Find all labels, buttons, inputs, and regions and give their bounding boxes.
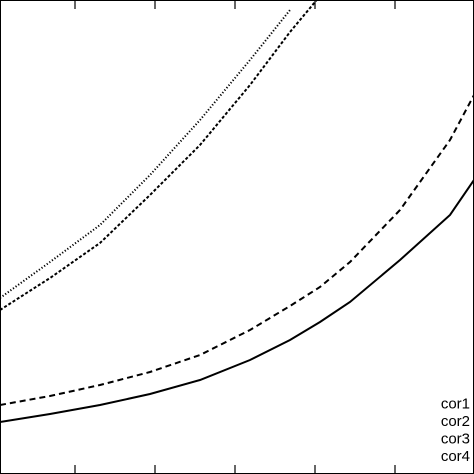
legend-label: cor4 — [441, 448, 470, 465]
series-line — [0, 9, 291, 299]
legend-label: cor2 — [441, 413, 470, 430]
series-line — [0, 179, 474, 423]
legend-label: cor3 — [441, 430, 470, 447]
series-line — [0, 94, 474, 406]
legend-label: cor1 — [441, 395, 470, 412]
series-line — [0, 0, 318, 311]
